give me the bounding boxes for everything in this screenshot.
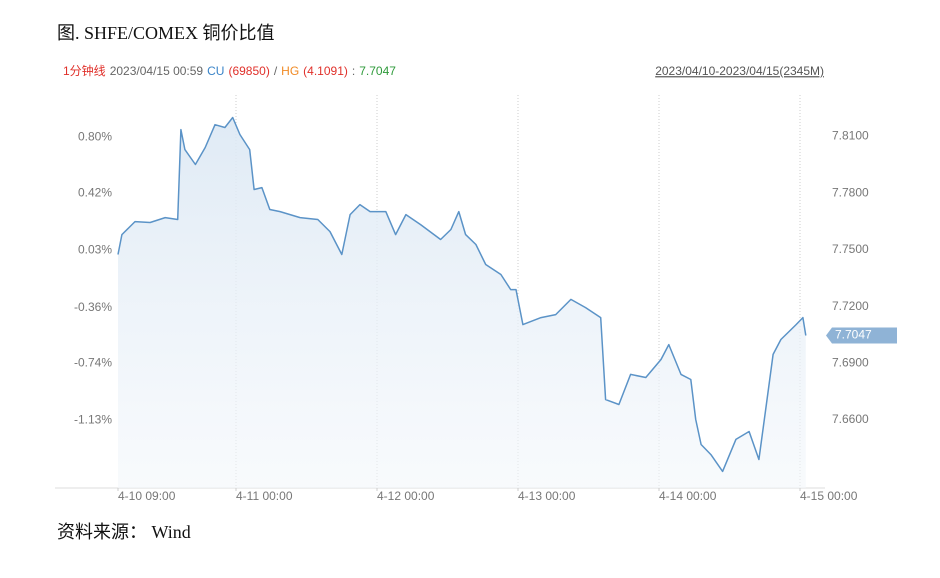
y2-tick-label: 7.7200 bbox=[832, 299, 869, 313]
header-part: / bbox=[274, 64, 278, 78]
header-part: (69850) bbox=[228, 64, 269, 78]
range-label: 2023/04/10-2023/04/15(2345M) bbox=[655, 64, 824, 78]
line bbox=[117, 116, 807, 473]
area-fill bbox=[118, 117, 806, 488]
header-value: 7.7047 bbox=[359, 64, 396, 78]
x-tick-label: 4-14 00:00 bbox=[659, 489, 717, 503]
x-tick-label: 4-10 09:00 bbox=[118, 489, 176, 503]
header-part: 2023/04/15 00:59 bbox=[110, 64, 204, 78]
y-tick-label: 0.42% bbox=[78, 185, 112, 199]
chart-title: 图. SHFE/COMEX 铜价比值 bbox=[57, 23, 275, 43]
x-tick-label: 4-11 00:00 bbox=[236, 489, 293, 503]
last-value-label: 7.7047 bbox=[835, 328, 872, 342]
source: 资料来源： Wind bbox=[57, 522, 191, 542]
header: 1分钟线 2023/04/15 00:59 CU (69850) / HG (4.1091)… bbox=[63, 63, 396, 78]
y2-tick-label: 7.6600 bbox=[832, 412, 869, 426]
header-part: 1分钟线 bbox=[63, 63, 106, 78]
header-part: (4.1091) bbox=[303, 64, 348, 78]
y2-tick-label: 7.7500 bbox=[832, 242, 869, 256]
x-tick-label: 4-12 00:00 bbox=[377, 489, 435, 503]
header-part: CU bbox=[207, 64, 224, 78]
y-tick-label: -1.13% bbox=[74, 413, 112, 427]
y-tick-label: -0.74% bbox=[74, 356, 112, 370]
y-tick-label: -0.36% bbox=[74, 300, 112, 314]
x-tick-label: 4-15 00:00 bbox=[800, 489, 858, 503]
last-value-tag bbox=[826, 327, 897, 344]
header-part: : bbox=[352, 64, 355, 78]
y2-tick-label: 7.8100 bbox=[832, 129, 869, 143]
y2-tick-label: 7.7800 bbox=[832, 185, 869, 199]
y-tick-label: 0.03% bbox=[78, 243, 112, 257]
y-tick-label: 0.80% bbox=[78, 130, 112, 144]
x-tick-label: 4-13 00:00 bbox=[518, 489, 576, 503]
y2-tick-label: 7.6900 bbox=[832, 355, 869, 369]
header-part: HG bbox=[281, 64, 299, 78]
